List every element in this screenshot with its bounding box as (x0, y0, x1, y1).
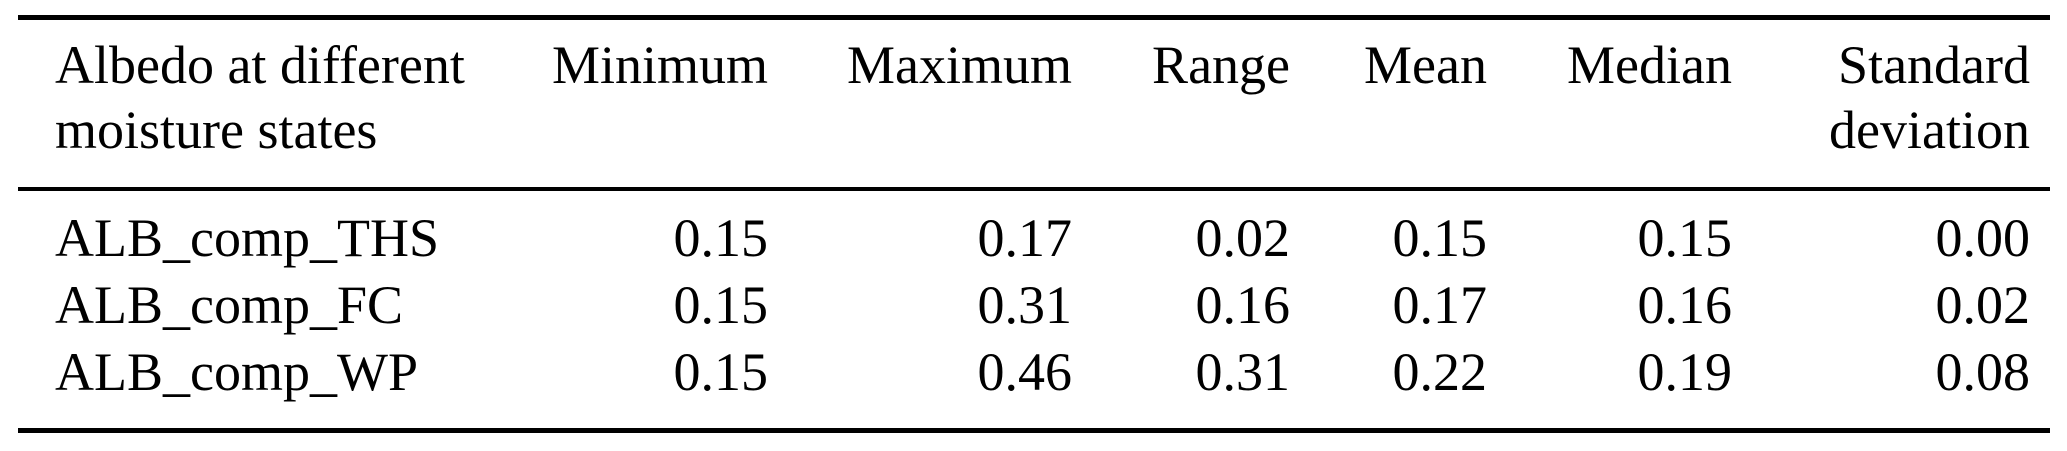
cell-median: 0.16 (1637, 275, 1733, 335)
column-header-maximum: Maximum (768, 0, 1072, 187)
header-row: Albedo at different moisture states Mini… (18, 0, 2050, 187)
header-line: Minimum (551, 35, 768, 95)
header-line: Range (1152, 35, 1290, 95)
cell-standard-deviation: 0.02 (1935, 275, 2031, 335)
cell-mean: 0.15 (1392, 208, 1488, 268)
column-header-minimum: Minimum (478, 0, 768, 187)
header-line: Maximum (847, 35, 1072, 95)
spacer-row (18, 187, 2050, 205)
table-row-alb-comp-fc: ALB_comp_FC 0.15 0.31 0.16 0.17 0.16 0.0… (18, 272, 2050, 339)
cell-minimum: 0.15 (673, 275, 769, 335)
column-header-mean: Mean (1290, 0, 1487, 187)
column-header-albedo-moisture-states: Albedo at different moisture states (18, 0, 478, 187)
cell-median: 0.15 (1637, 208, 1733, 268)
cell-range: 0.16 (1195, 275, 1291, 335)
cell-median: 0.19 (1637, 342, 1733, 402)
cell-range: 0.31 (1195, 342, 1291, 402)
cell-range: 0.02 (1195, 208, 1291, 268)
column-header-median: Median (1487, 0, 1732, 187)
header-line: deviation (1829, 100, 2030, 160)
cell-standard-deviation: 0.00 (1935, 208, 2031, 268)
column-header-standard-deviation: Standard deviation (1732, 0, 2050, 187)
row-label: ALB_comp_FC (55, 275, 404, 335)
cell-maximum: 0.17 (977, 208, 1073, 268)
cell-standard-deviation: 0.08 (1935, 342, 2031, 402)
cell-minimum: 0.15 (673, 342, 769, 402)
table-row-alb-comp-ths: ALB_comp_THS 0.15 0.17 0.02 0.15 0.15 0.… (18, 205, 2050, 272)
header-line: Median (1567, 35, 1732, 95)
header-line: moisture states (55, 100, 378, 160)
header-line: Mean (1364, 35, 1487, 95)
table-top-rule (18, 15, 2050, 20)
cell-mean: 0.22 (1392, 342, 1488, 402)
header-line: Standard (1838, 35, 2030, 95)
cell-mean: 0.17 (1392, 275, 1488, 335)
cell-maximum: 0.46 (977, 342, 1073, 402)
cell-minimum: 0.15 (673, 208, 769, 268)
row-label: ALB_comp_THS (55, 208, 439, 268)
column-header-range: Range (1072, 0, 1290, 187)
header-line: Albedo at different (55, 35, 465, 95)
albedo-statistics-table: Albedo at different moisture states Mini… (18, 0, 2050, 406)
row-label: ALB_comp_WP (55, 342, 418, 402)
table-row-alb-comp-wp: ALB_comp_WP 0.15 0.46 0.31 0.22 0.19 0.0… (18, 339, 2050, 406)
table-header-rule (18, 187, 2050, 191)
table-bottom-rule (18, 428, 2050, 433)
cell-maximum: 0.31 (977, 275, 1073, 335)
